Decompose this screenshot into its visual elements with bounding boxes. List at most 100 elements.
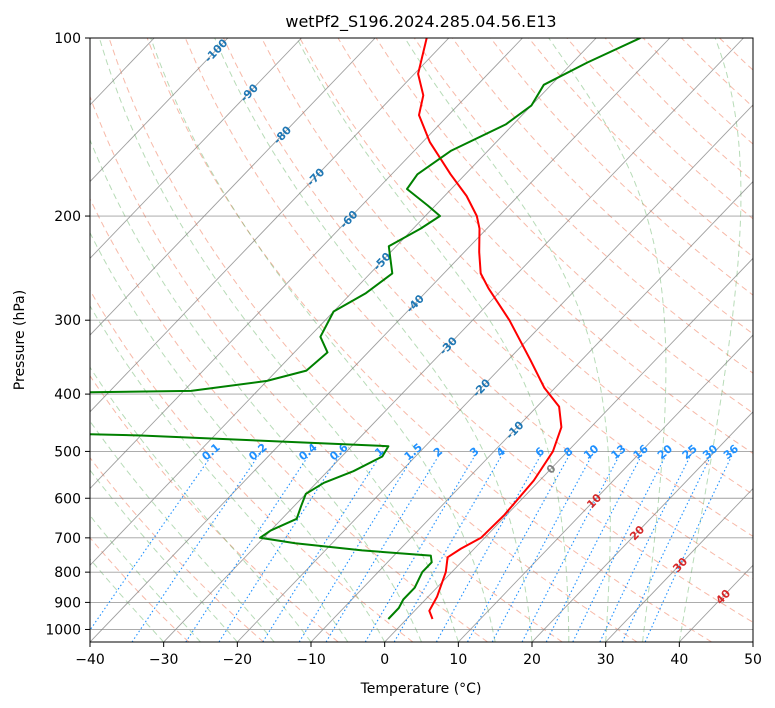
isotherm-line — [310, 180, 753, 642]
isotherm-line — [163, 38, 744, 642]
moist-adiabat — [296, 38, 570, 642]
moist-adiabat — [90, 420, 275, 642]
isotherm-line — [458, 334, 753, 642]
isotherm-line — [0, 38, 7, 642]
y-tick-label: 200 — [54, 209, 81, 225]
dry-adiabat — [413, 38, 753, 374]
isotherm-line — [752, 641, 753, 642]
mixing-ratio-line — [325, 451, 442, 642]
mixing-ratio-line — [621, 451, 714, 642]
y-tick-label: 700 — [54, 531, 81, 547]
dry-adiabat — [451, 38, 753, 335]
moist-adiabat — [90, 366, 312, 642]
dry-adiabat — [490, 38, 753, 296]
mixing-ratio-label: 1.5 — [402, 441, 425, 463]
mixing-ratio-line — [435, 451, 544, 642]
moist-adiabat — [98, 38, 459, 642]
x-tick-label: 0 — [380, 652, 389, 668]
dewpoint-profile — [90, 38, 641, 620]
x-tick-label: −20 — [223, 652, 253, 668]
x-tick-label: 50 — [744, 652, 762, 668]
mixing-ratio-line — [131, 451, 262, 642]
dry-adiabat — [528, 38, 753, 258]
dry-adiabat — [566, 38, 753, 220]
x-axis-label: Temperature (°C) — [360, 681, 482, 697]
moist-adiabat — [90, 138, 422, 642]
chart-title: wetPf2_S196.2024.285.04.56.E13 — [285, 12, 556, 32]
y-tick-label: 500 — [54, 444, 81, 460]
moist-adiabat — [548, 38, 667, 642]
mixing-ratio-label: 20 — [655, 442, 675, 462]
moist-adiabat — [404, 38, 611, 642]
x-tick-label: 20 — [523, 652, 541, 668]
dry-adiabat — [108, 38, 638, 642]
x-tick-label: 30 — [597, 652, 615, 668]
dry-adiabat — [90, 289, 414, 642]
moist-adiabat — [150, 38, 496, 642]
temperature-profile — [417, 38, 563, 620]
mixing-ratio-label: 30 — [700, 442, 720, 462]
isotherm-line — [90, 38, 302, 259]
dry-adiabat — [90, 95, 563, 642]
mixing-ratio-line — [467, 451, 572, 642]
mixing-ratio-label: 10 — [581, 442, 601, 462]
mixing-ratio-label: 6 — [533, 444, 547, 459]
plot-frame — [89, 37, 754, 643]
y-tick-label: 600 — [54, 491, 81, 507]
mixing-ratio-label: 0.1 — [199, 441, 222, 463]
isotherm-line — [237, 104, 753, 642]
mixing-ratio-line — [298, 451, 417, 642]
moist-adiabat — [90, 469, 238, 642]
mixing-ratio-label: 0.2 — [246, 441, 269, 463]
dry-adiabat — [90, 456, 264, 642]
dry-adiabat — [719, 38, 753, 71]
moist-adiabat — [90, 304, 349, 642]
isotherm-line — [90, 38, 450, 413]
mixing-ratio-line — [545, 451, 645, 642]
isotherm-line — [90, 38, 376, 336]
isotherm-label: -100 — [202, 36, 231, 65]
isotherm-line — [90, 38, 523, 490]
y-tick-label: 800 — [54, 565, 81, 581]
dry-adiabat — [375, 38, 753, 414]
mixing-ratio-line — [491, 451, 595, 642]
y-tick-label: 900 — [54, 595, 81, 611]
moist-adiabat — [214, 38, 533, 642]
isotherm-line — [605, 487, 753, 642]
background-lines — [0, 38, 775, 642]
y-tick-label: 400 — [54, 387, 81, 403]
x-tick-label: −10 — [296, 652, 326, 668]
dry-adiabat — [146, 38, 712, 642]
isoline-labels: 0.1 0.2 0.4 0.6 1 1.5 2 3 4 6 8 10 13 16 20 25 30 36-100-… — [199, 36, 741, 607]
moist-adiabat — [90, 514, 201, 642]
x-tick-label: −30 — [149, 652, 179, 668]
dry-adiabat — [90, 536, 190, 642]
isotherm-line — [90, 38, 671, 642]
y-tick-label: 100 — [54, 31, 81, 47]
isotherm-line — [90, 38, 597, 566]
mixing-ratio-label: 8 — [561, 445, 575, 460]
y-tick-label: 300 — [54, 313, 81, 329]
mixing-ratio-label: 13 — [609, 442, 629, 462]
moist-adiabat — [90, 231, 386, 642]
y-tick-label: 1000 — [45, 622, 81, 638]
mixing-ratio-label: 4 — [494, 444, 508, 459]
x-tick-label: −40 — [75, 652, 105, 668]
isotherm-line — [90, 38, 229, 183]
dry-adiabat — [299, 38, 753, 496]
x-tick-label: 10 — [449, 652, 467, 668]
mixing-ratio-line — [185, 451, 312, 642]
mixing-ratio-label: 36 — [721, 442, 741, 462]
dry-adiabat — [642, 38, 753, 145]
x-tick-label: 40 — [670, 652, 688, 668]
mixing-ratio-line — [572, 451, 669, 642]
dry-adiabat — [184, 38, 753, 623]
axes-ticks: −40 −30 −20 −10 0 10 20 30 40 5010020030040050060… — [45, 31, 762, 668]
mixing-ratio-line — [90, 451, 215, 632]
dry-adiabat — [758, 38, 775, 642]
mixing-ratio-line — [644, 451, 735, 642]
mixing-ratio-line — [218, 451, 343, 642]
dry-adiabat — [90, 197, 488, 642]
isotherm-line — [531, 411, 753, 642]
